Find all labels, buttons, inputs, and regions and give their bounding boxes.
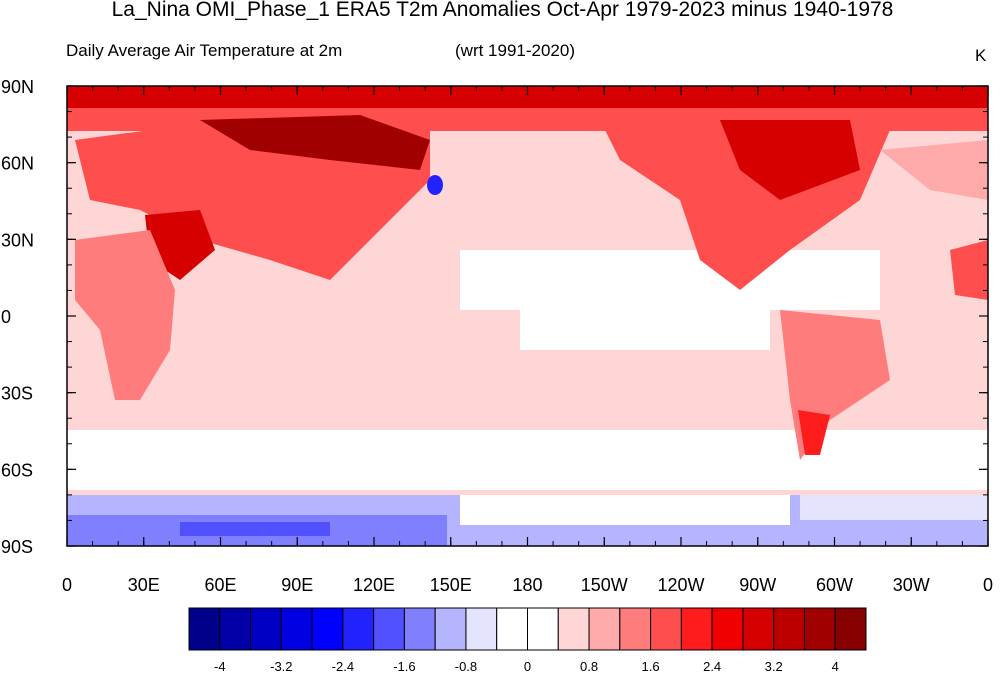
colorbar-swatch bbox=[803, 607, 836, 651]
lat-label: 30S bbox=[1, 384, 33, 404]
colorbar-swatch bbox=[496, 607, 528, 651]
ross-sea-region bbox=[460, 495, 790, 525]
colorbar-swatch bbox=[188, 607, 221, 651]
lon-label: 120W bbox=[657, 575, 704, 595]
colorbar-swatch bbox=[619, 607, 652, 651]
lon-label: 90E bbox=[281, 575, 313, 595]
reference-period-subtitle: (wrt 1991-2020) bbox=[455, 41, 576, 60]
africa-region bbox=[75, 230, 175, 400]
colorbar-label: -1.6 bbox=[393, 659, 415, 674]
colorbar-swatch bbox=[250, 607, 282, 651]
southern-ocean-band bbox=[67, 430, 988, 490]
colorbar-label: -2.4 bbox=[332, 659, 354, 674]
colorbar-label: 3.2 bbox=[765, 659, 783, 674]
north-atlantic-region bbox=[880, 140, 988, 200]
colorbar-label: 0 bbox=[524, 659, 531, 674]
lat-label: 90S bbox=[1, 537, 33, 557]
colorbar-swatch bbox=[373, 607, 405, 651]
colorbar-swatch bbox=[557, 607, 590, 651]
patagonia-hotspot bbox=[798, 410, 830, 455]
lon-label: 60W bbox=[816, 575, 853, 595]
colorbar bbox=[188, 607, 867, 651]
colorbar-swatch bbox=[834, 607, 867, 651]
anomaly-field bbox=[67, 86, 988, 546]
cold-anomaly-spot bbox=[427, 175, 443, 195]
colorbar-swatch bbox=[650, 607, 682, 651]
latitude-ticks bbox=[67, 85, 988, 547]
colorbar-label: 0.8 bbox=[580, 659, 598, 674]
lon-label: 90W bbox=[739, 575, 776, 595]
colorbar-swatch bbox=[773, 607, 805, 651]
east-pacific-region bbox=[520, 310, 770, 350]
colorbar-label: -0.8 bbox=[455, 659, 477, 674]
longitude-labels: 0 30E 60E 90E 120E 150E 180 150W 120W 90W 60W 30W 0 bbox=[62, 575, 993, 595]
lon-label: 120E bbox=[353, 575, 395, 595]
weddell-region bbox=[800, 495, 988, 520]
map-title: La_Nina OMI_Phase_1 ERA5 T2m Anomalies O… bbox=[111, 0, 894, 21]
lon-label: 180 bbox=[512, 575, 542, 595]
colorbar-swatch bbox=[711, 607, 744, 651]
colorbar-label: 1.6 bbox=[642, 659, 660, 674]
colorbar-swatch bbox=[219, 607, 252, 651]
colorbar-swatch bbox=[434, 607, 467, 651]
colorbar-swatch bbox=[742, 607, 775, 651]
colorbar-swatch bbox=[527, 607, 559, 651]
colorbar-labels: -4 -3.2 -2.4 -1.6 -0.8 0 0.8 1.6 2.4 3.2 4 bbox=[214, 659, 839, 674]
lat-label: 0 bbox=[1, 307, 11, 327]
west-africa-hotspot bbox=[950, 240, 988, 300]
siberia-hotspot bbox=[200, 115, 430, 170]
lon-label: 0 bbox=[983, 575, 993, 595]
colorbar-swatch bbox=[403, 607, 436, 651]
canada-hotspot bbox=[720, 120, 860, 200]
units-label: K bbox=[975, 46, 987, 65]
colorbar-label: 4 bbox=[832, 659, 839, 674]
colorbar-swatch bbox=[342, 607, 375, 651]
longitude-ticks bbox=[66, 86, 989, 546]
lat-label: 90N bbox=[1, 77, 34, 97]
variable-subtitle: Daily Average Air Temperature at 2m bbox=[66, 41, 343, 60]
colorbar-label: -3.2 bbox=[270, 659, 292, 674]
lon-label: 150E bbox=[430, 575, 472, 595]
colorbar-swatch bbox=[680, 607, 713, 651]
colorbar-swatch bbox=[311, 607, 344, 651]
colorbar-swatch bbox=[465, 607, 498, 651]
colorbar-label: 2.4 bbox=[703, 659, 721, 674]
antarctic-coldest-core bbox=[180, 522, 330, 536]
lat-label: 60S bbox=[1, 460, 33, 480]
lat-label: 60N bbox=[1, 154, 34, 174]
lon-label: 30E bbox=[128, 575, 160, 595]
colorbar-label: -4 bbox=[214, 659, 226, 674]
lon-label: 60E bbox=[204, 575, 236, 595]
lon-label: 30W bbox=[893, 575, 930, 595]
colorbar-swatch bbox=[280, 607, 313, 651]
latitude-labels: 90N 60N 30N 0 30S 60S 90S bbox=[1, 77, 34, 557]
lon-label: 0 bbox=[62, 575, 72, 595]
tropical-pacific-region bbox=[460, 250, 880, 310]
lon-label: 150W bbox=[581, 575, 628, 595]
lat-label: 30N bbox=[1, 230, 34, 250]
colorbar-swatch bbox=[588, 607, 621, 651]
